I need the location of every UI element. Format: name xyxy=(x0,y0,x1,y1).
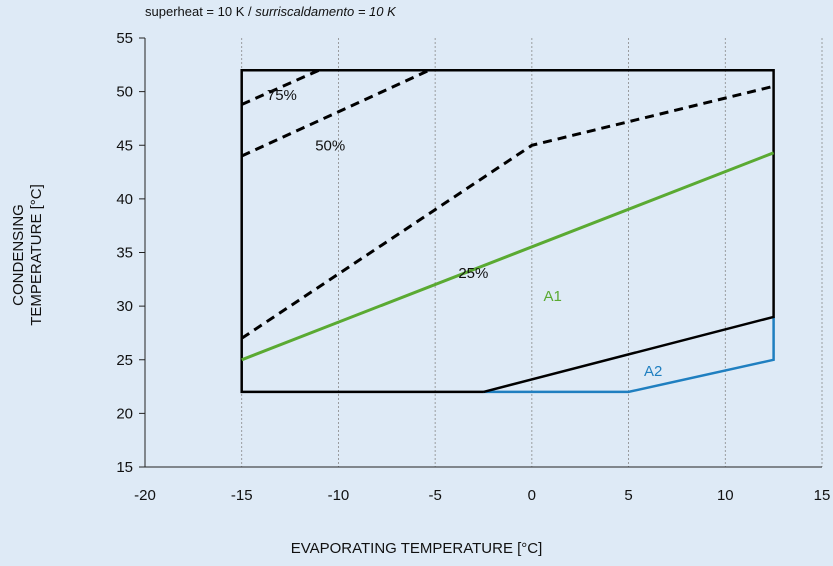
annotations: 75% 50% 25% A1 A2 xyxy=(267,87,663,380)
series-line-A1 xyxy=(241,151,775,362)
y-axis-label-line1: CONDENSING xyxy=(10,204,27,306)
axes xyxy=(139,37,822,468)
annotation-A1: A1 xyxy=(543,288,561,305)
y-tick-label: 35 xyxy=(116,245,133,262)
x-tick-label: -15 xyxy=(231,487,253,504)
series-line-A2 xyxy=(483,316,775,394)
series-lines xyxy=(240,68,775,394)
y-tick-label: 25 xyxy=(116,352,133,369)
x-tick-label: -5 xyxy=(428,487,441,504)
x-axis-label: EVAPORATING TEMPERATURE [°C] xyxy=(290,540,543,557)
series-line-25pct xyxy=(240,84,774,340)
x-tick-label: 15 xyxy=(814,487,831,504)
y-tick-label: 45 xyxy=(116,137,133,154)
annotation-50pct: 50% xyxy=(315,138,345,155)
x-tick-label: 10 xyxy=(717,487,734,504)
y-tick-labels: 15 20 25 30 35 40 45 50 55 xyxy=(116,30,133,476)
annotation-75pct: 75% xyxy=(267,87,297,104)
y-tick-label: 50 xyxy=(116,84,133,101)
grid-lines xyxy=(241,38,823,467)
annotation-A2: A2 xyxy=(644,363,662,380)
chart-caption: superheat = 10 K / surriscaldamento = 10… xyxy=(145,4,396,19)
caption-text: superheat = 10 K / xyxy=(145,4,256,19)
y-tick-label: 40 xyxy=(116,191,133,208)
x-tick-label: -10 xyxy=(328,487,350,504)
annotation-25pct: 25% xyxy=(458,265,488,282)
x-tick-label: -20 xyxy=(134,487,156,504)
series-line-envelope xyxy=(240,68,775,394)
y-tick-label: 30 xyxy=(116,298,133,315)
x-tick-label: 5 xyxy=(624,487,632,504)
caption-italic: surriscaldamento = 10 K xyxy=(255,4,396,19)
y-tick-label: 55 xyxy=(116,30,133,47)
x-tick-labels: -20 -15 -10 -5 0 5 10 15 xyxy=(134,487,830,504)
x-tick-label: 0 xyxy=(528,487,536,504)
y-tick-label: 15 xyxy=(116,459,133,476)
y-axis-label-line2: TEMPERATURE [°C] xyxy=(28,184,45,326)
series-line-50pct xyxy=(241,68,430,158)
y-tick-label: 20 xyxy=(116,405,133,422)
